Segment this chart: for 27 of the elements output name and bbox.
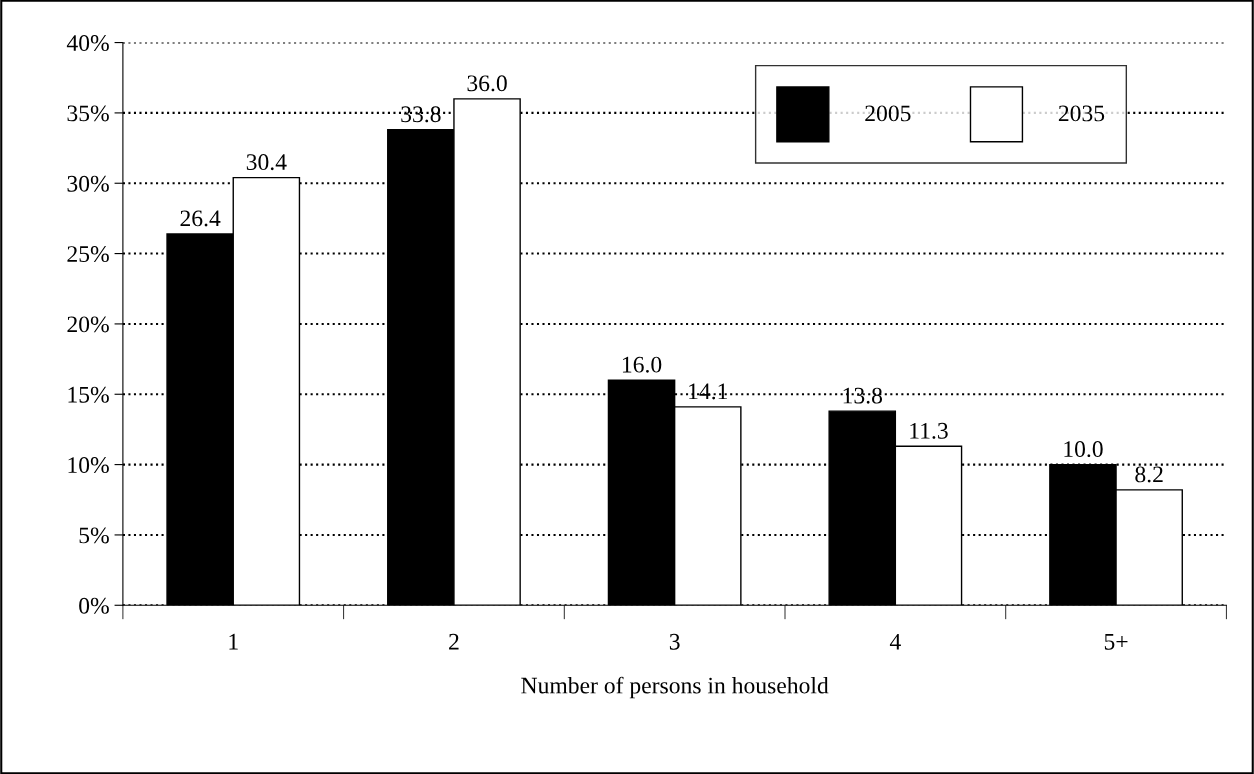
x-tick-label: 5+ bbox=[1104, 633, 1128, 650]
legend-label: 2035 bbox=[1058, 105, 1105, 122]
y-tick-label: 10% bbox=[68, 457, 109, 474]
data-label: 36.0 bbox=[467, 75, 507, 92]
y-tick-label: 5% bbox=[79, 527, 109, 544]
legend-label: 2005 bbox=[865, 105, 911, 122]
x-tick-label: 1 bbox=[229, 633, 238, 650]
data-label: 26.4 bbox=[180, 210, 221, 227]
data-label: 8.2 bbox=[1135, 466, 1163, 483]
data-label: 13.8 bbox=[843, 387, 883, 404]
y-tick-label: 25% bbox=[67, 246, 109, 263]
y-tick-label: 30% bbox=[67, 175, 109, 192]
data-label: 16.0 bbox=[622, 356, 662, 373]
y-tick-label: 15% bbox=[68, 386, 109, 403]
y-tick-label: 0% bbox=[79, 597, 109, 614]
y-tick-label: 35% bbox=[67, 105, 109, 122]
y-tick-label: 40% bbox=[66, 35, 109, 52]
data-label: 10.0 bbox=[1064, 441, 1103, 458]
x-tick-label: 2 bbox=[449, 633, 459, 650]
data-label: 33.8 bbox=[401, 106, 441, 123]
y-tick-label: 20% bbox=[67, 316, 109, 333]
x-axis-title: Number of persons in household bbox=[521, 676, 829, 699]
data-label: 14.1 bbox=[689, 383, 727, 400]
data-label: 30.4 bbox=[246, 154, 287, 171]
x-tick-label: 3 bbox=[669, 633, 680, 650]
x-tick-label: 4 bbox=[889, 633, 901, 650]
data-label: 11.3 bbox=[910, 422, 948, 439]
